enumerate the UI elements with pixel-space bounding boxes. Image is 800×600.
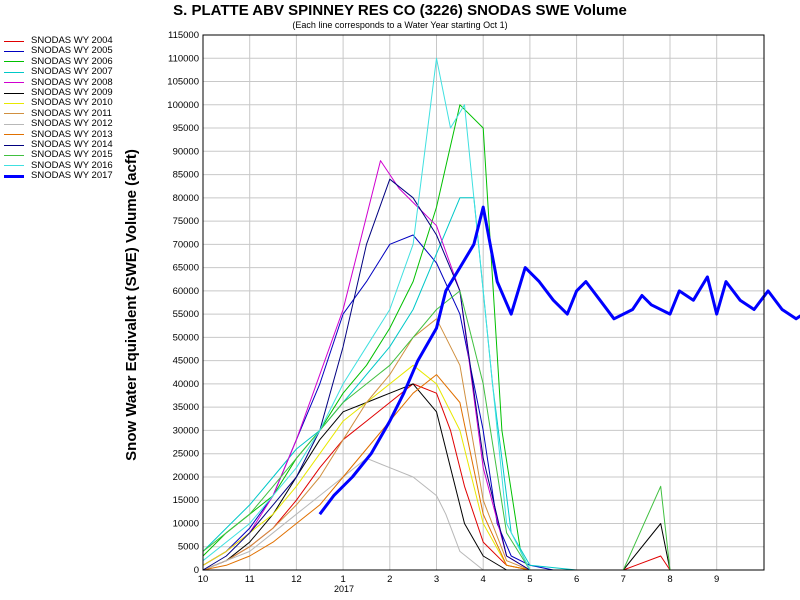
legend-swatch xyxy=(4,134,24,136)
legend-label: SNODAS WY 2014 xyxy=(31,138,113,150)
y-tick-label: 25000 xyxy=(173,449,199,460)
legend-label: SNODAS WY 2011 xyxy=(31,107,112,119)
legend-item: SNODAS WY 2004 xyxy=(4,35,113,46)
y-tick-label: 60000 xyxy=(173,286,199,297)
legend-swatch xyxy=(4,113,24,115)
y-tick-label: 20000 xyxy=(173,472,199,483)
y-tick-label: 40000 xyxy=(173,379,199,390)
x-tick-label: 8 xyxy=(667,574,672,585)
legend-swatch xyxy=(4,174,24,178)
legend-swatch xyxy=(4,123,24,125)
legend: SNODAS WY 2004 SNODAS WY 2005 SNODAS WY 20… xyxy=(4,35,113,182)
legend-swatch xyxy=(4,40,24,42)
legend-swatch xyxy=(4,165,24,167)
legend-item: SNODAS WY 2006 xyxy=(4,55,113,67)
legend-label: SNODAS WY 2015 xyxy=(31,149,113,161)
legend-swatch xyxy=(4,144,24,146)
legend-label: SNODAS WY 2006 xyxy=(31,55,113,67)
series-line-snodas-wy-2017 xyxy=(318,205,800,516)
y-tick-label: 70000 xyxy=(173,239,199,250)
legend-label: SNODAS WY 2008 xyxy=(31,76,113,88)
legend-item: SNODAS WY 2015 xyxy=(4,149,113,161)
x-tick-label: 3 xyxy=(434,574,439,585)
legend-item: SNODAS WY 2007 xyxy=(4,66,113,78)
chart-title: S. PLATTE ABV SPINNEY RES CO (3226) SNOD… xyxy=(173,2,627,19)
legend-item: SNODAS WY 2013 xyxy=(4,128,113,140)
legend-item: SNODAS WY 2017 xyxy=(4,170,113,182)
x-tick-label: 10 xyxy=(198,574,209,585)
legend-swatch xyxy=(4,51,24,53)
x-tick-label: 2 xyxy=(387,574,392,585)
y-tick-label: 105000 xyxy=(167,77,199,88)
x-tick-label: 6 xyxy=(574,574,579,585)
legend-item: SNODAS WY 2014 xyxy=(4,138,113,150)
y-tick-label: 75000 xyxy=(173,216,199,227)
x-tick-label: 4 xyxy=(481,574,486,585)
y-tick-label: 5000 xyxy=(178,542,199,553)
x-tick-label: 11 xyxy=(245,574,255,585)
legend-label: SNODAS WY 2005 xyxy=(31,45,113,57)
plot-frame xyxy=(202,34,765,571)
y-tick-label: 80000 xyxy=(173,193,199,204)
y-tick-label: 65000 xyxy=(173,263,199,274)
x-tick-label: 1 xyxy=(340,574,345,585)
legend-label: SNODAS WY 2007 xyxy=(31,66,113,78)
legend-item: SNODAS WY 2012 xyxy=(4,118,113,130)
legend-label: SNODAS WY 2010 xyxy=(31,97,113,109)
y-tick-label: 85000 xyxy=(173,170,199,181)
legend-label: SNODAS WY 2012 xyxy=(31,118,113,130)
legend-item: SNODAS WY 2009 xyxy=(4,86,113,98)
x-tick-label: 5 xyxy=(527,574,532,585)
y-tick-label: 30000 xyxy=(173,425,199,436)
legend-swatch xyxy=(4,82,24,84)
y-tick-label: 35000 xyxy=(173,402,199,413)
x-tick-label: 7 xyxy=(621,574,626,585)
legend-item: SNODAS WY 2016 xyxy=(4,159,113,171)
y-tick-label: 115000 xyxy=(168,30,199,41)
y-tick-label: 0 xyxy=(194,565,199,576)
legend-swatch xyxy=(4,92,24,94)
legend-swatch xyxy=(4,71,24,73)
legend-label: SNODAS WY 2016 xyxy=(31,159,113,171)
legend-label: SNODAS WY 2004 xyxy=(31,35,113,46)
y-tick-label: 100000 xyxy=(167,100,199,111)
legend-label: SNODAS WY 2013 xyxy=(31,128,113,140)
y-tick-label: 55000 xyxy=(173,309,199,320)
legend-label: SNODAS WY 2017 xyxy=(31,170,113,182)
x-tick-label: 9 xyxy=(714,574,719,585)
legend-item: SNODAS WY 2008 xyxy=(4,76,113,88)
legend-item: SNODAS WY 2005 xyxy=(4,45,113,57)
y-tick-label: 15000 xyxy=(173,495,199,506)
legend-swatch xyxy=(4,61,24,63)
legend-item: SNODAS WY 2010 xyxy=(4,97,113,109)
legend-label: SNODAS WY 2009 xyxy=(31,86,113,98)
y-tick-label: 90000 xyxy=(173,146,199,157)
legend-item: SNODAS WY 2011 xyxy=(4,107,113,119)
y-tick-label: 50000 xyxy=(173,332,199,343)
x-tick-label: 12 xyxy=(291,574,302,585)
legend-swatch xyxy=(4,103,24,105)
y-tick-label: 95000 xyxy=(173,123,199,134)
chart-subtitle: (Each line corresponds to a Water Year s… xyxy=(292,20,508,30)
y-tick-label: 10000 xyxy=(173,518,199,529)
y-axis-label: Snow Water Equivalent (SWE) Volume (acft… xyxy=(123,149,140,461)
legend-swatch xyxy=(4,154,24,156)
y-tick-label: 45000 xyxy=(173,356,199,367)
series-line-snodas-wy-2007 xyxy=(202,197,670,571)
y-tick-label: 110000 xyxy=(168,53,199,64)
year-label: 2017 xyxy=(334,584,354,594)
